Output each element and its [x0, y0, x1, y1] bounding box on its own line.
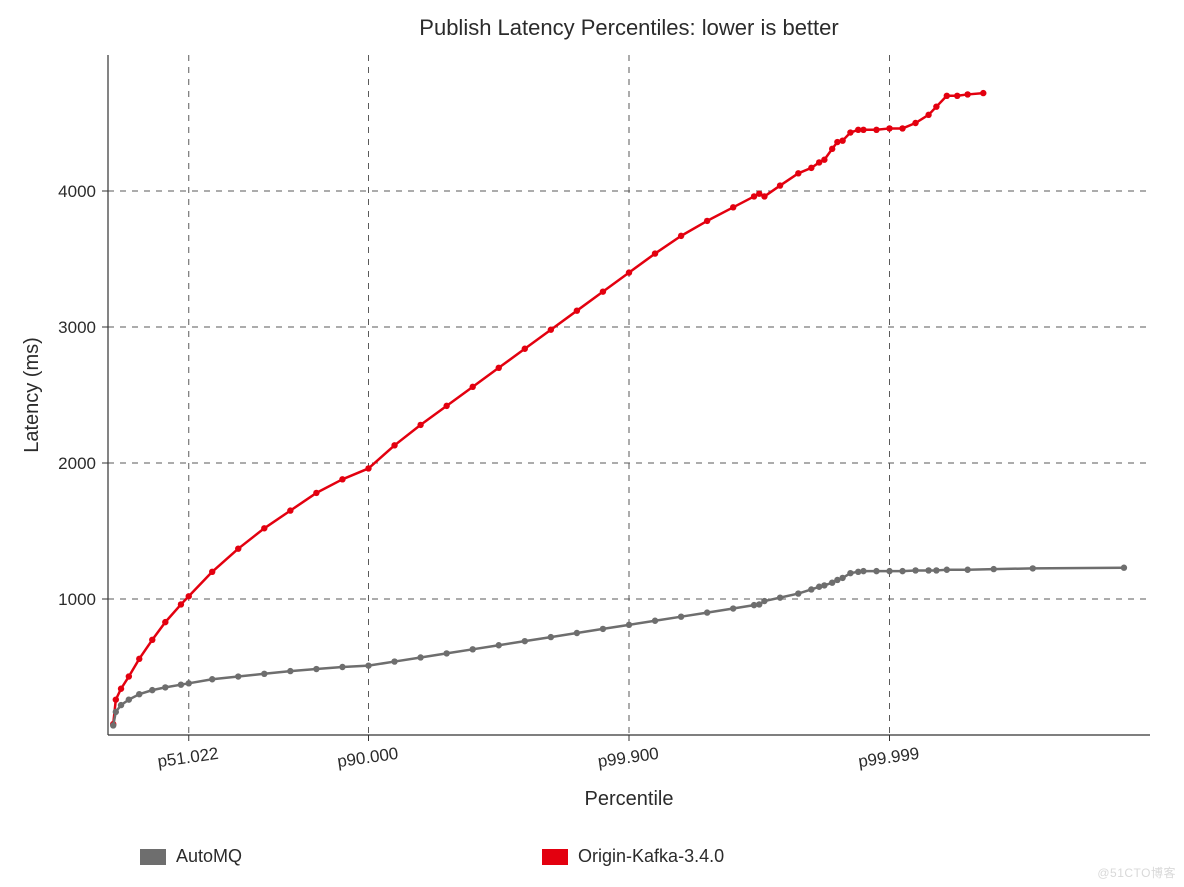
svg-text:Publish Latency Percentiles: l: Publish Latency Percentiles: lower is be…	[419, 15, 838, 40]
svg-text:p51.022: p51.022	[156, 744, 219, 771]
svg-text:Percentile: Percentile	[585, 788, 674, 810]
legend-label-automq: AutoMQ	[176, 846, 242, 867]
svg-text:2000: 2000	[58, 454, 96, 473]
legend-item-kafka: Origin-Kafka-3.4.0	[542, 846, 724, 867]
svg-text:p90.000: p90.000	[336, 744, 399, 771]
svg-text:p99.900: p99.900	[596, 744, 659, 771]
watermark: @51CTO博客	[1097, 864, 1176, 881]
legend-swatch-automq	[140, 849, 166, 865]
legend-item-automq: AutoMQ	[140, 846, 242, 867]
svg-text:p99.999: p99.999	[857, 744, 920, 771]
svg-text:3000: 3000	[58, 318, 96, 337]
chart-legend: AutoMQ Origin-Kafka-3.4.0	[140, 846, 724, 867]
legend-swatch-kafka	[542, 849, 568, 865]
legend-label-kafka: Origin-Kafka-3.4.0	[578, 846, 724, 867]
svg-text:1000: 1000	[58, 590, 96, 609]
svg-text:4000: 4000	[58, 182, 96, 201]
svg-text:Latency (ms): Latency (ms)	[21, 337, 43, 453]
latency-percentile-chart: Publish Latency Percentiles: lower is be…	[0, 0, 1184, 820]
